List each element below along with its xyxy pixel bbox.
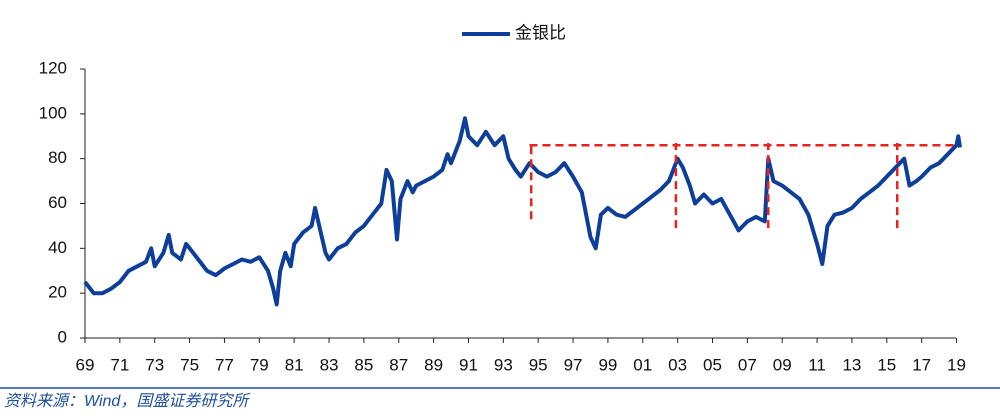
x-tick-label: 11	[808, 355, 826, 374]
x-tick-label: 91	[459, 355, 478, 374]
x-tick-label: 93	[494, 355, 513, 374]
x-tick-label: 07	[738, 355, 757, 374]
data-line	[83, 116, 962, 307]
x-tick-label: 79	[250, 355, 269, 374]
x-tick-label: 75	[180, 355, 199, 374]
y-tick-label: 120	[39, 58, 67, 77]
y-tick-label: 80	[48, 148, 67, 167]
x-tick-label: 15	[877, 355, 896, 374]
y-tick-label: 60	[48, 193, 67, 212]
y-tick-label: 40	[48, 238, 67, 257]
x-tick-label: 69	[76, 355, 95, 374]
x-tick-label: 85	[354, 355, 373, 374]
x-tick-label: 01	[633, 355, 652, 374]
x-tick-label: 97	[564, 355, 583, 374]
y-tick-label: 20	[48, 283, 67, 302]
x-tick-label: 95	[529, 355, 548, 374]
x-tick-label: 77	[215, 355, 234, 374]
x-tick-label: 09	[773, 355, 792, 374]
legend-label: 金银比	[515, 23, 566, 42]
x-tick-label: 17	[912, 355, 931, 374]
y-tick-label: 100	[39, 103, 67, 122]
x-tick-label: 05	[703, 355, 722, 374]
x-tick-label: 19	[947, 355, 966, 374]
x-tick-label: 89	[424, 355, 443, 374]
x-tick-label: 73	[145, 355, 164, 374]
x-tick-label: 87	[389, 355, 408, 374]
source-note: 资料来源：Wind，国盛证券研究所	[4, 392, 251, 410]
y-tick-label: 0	[58, 327, 67, 346]
x-tick-label: 83	[320, 355, 339, 374]
x-tick-label: 13	[842, 355, 861, 374]
x-tick-label: 81	[285, 355, 304, 374]
x-tick-label: 71	[110, 355, 129, 374]
x-tick-label: 03	[668, 355, 687, 374]
x-tick-label: 99	[598, 355, 617, 374]
